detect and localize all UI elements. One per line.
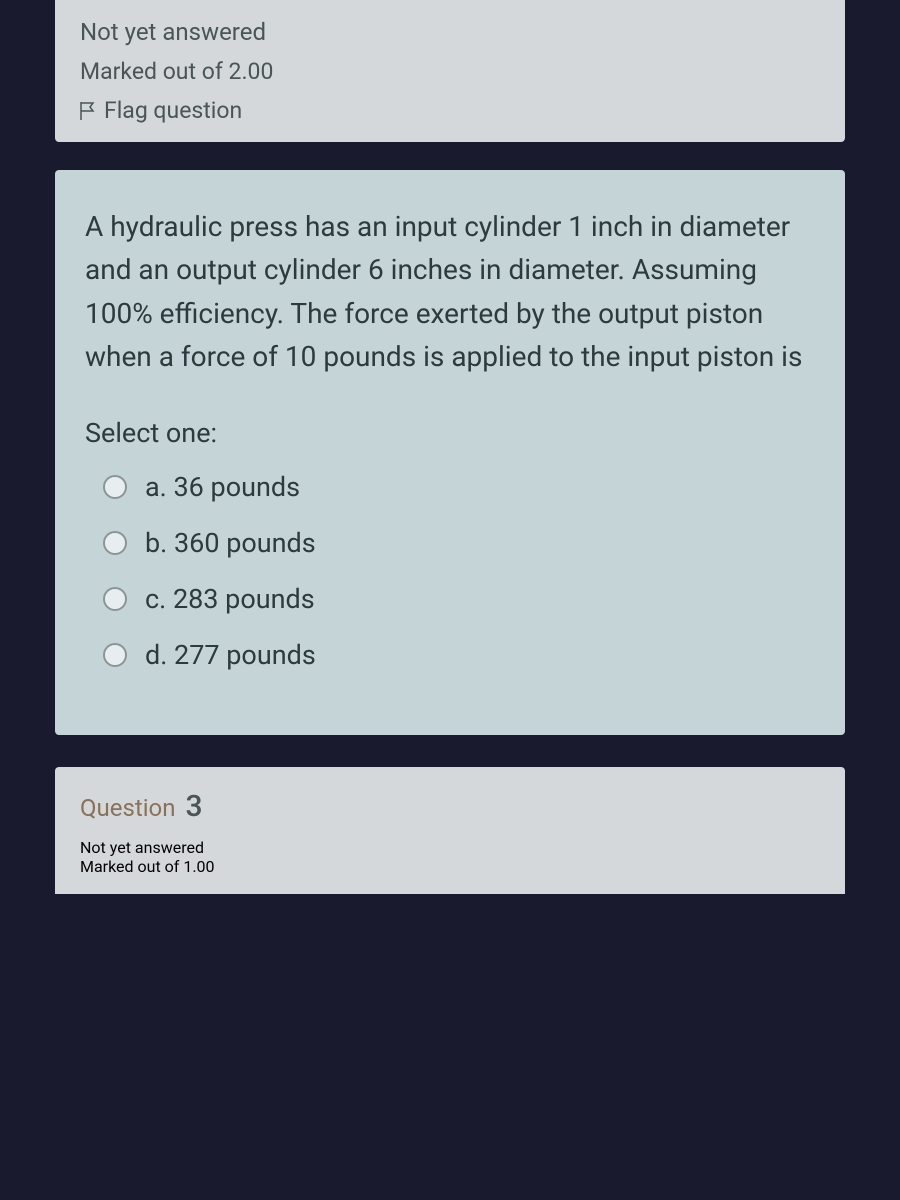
select-one-label: Select one: (85, 417, 815, 449)
question-text: A hydraulic press has an input cylinder … (85, 205, 815, 379)
option-a-label: a. 36 pounds (145, 471, 300, 503)
next-answer-status: Not yet answered (80, 838, 820, 857)
option-c-label: c. 283 pounds (145, 583, 315, 615)
next-question-header: Question 3 Not yet answered Marked out o… (55, 767, 845, 894)
question-title: Question 3 (80, 789, 820, 824)
question-number: 3 (185, 789, 202, 824)
next-marks-label: Marked out of 1.00 (80, 857, 820, 876)
option-c[interactable]: c. 283 pounds (103, 583, 815, 615)
question-body: A hydraulic press has an input cylinder … (55, 170, 845, 735)
option-d-label: d. 277 pounds (145, 639, 316, 671)
question-header: Not yet answered Marked out of 2.00 Flag… (55, 0, 845, 142)
flag-question-link[interactable]: Flag question (80, 97, 820, 124)
flag-icon (80, 101, 96, 121)
radio-b[interactable] (103, 531, 127, 555)
radio-d[interactable] (103, 643, 127, 667)
options-list: a. 36 pounds b. 360 pounds c. 283 pounds… (85, 471, 815, 671)
option-b[interactable]: b. 360 pounds (103, 527, 815, 559)
question-prefix: Question (80, 794, 175, 822)
answer-status: Not yet answered (80, 18, 820, 46)
flag-label: Flag question (104, 97, 242, 124)
marks-label: Marked out of 2.00 (80, 58, 820, 85)
radio-c[interactable] (103, 587, 127, 611)
option-b-label: b. 360 pounds (145, 527, 316, 559)
option-d[interactable]: d. 277 pounds (103, 639, 815, 671)
option-a[interactable]: a. 36 pounds (103, 471, 815, 503)
radio-a[interactable] (103, 475, 127, 499)
